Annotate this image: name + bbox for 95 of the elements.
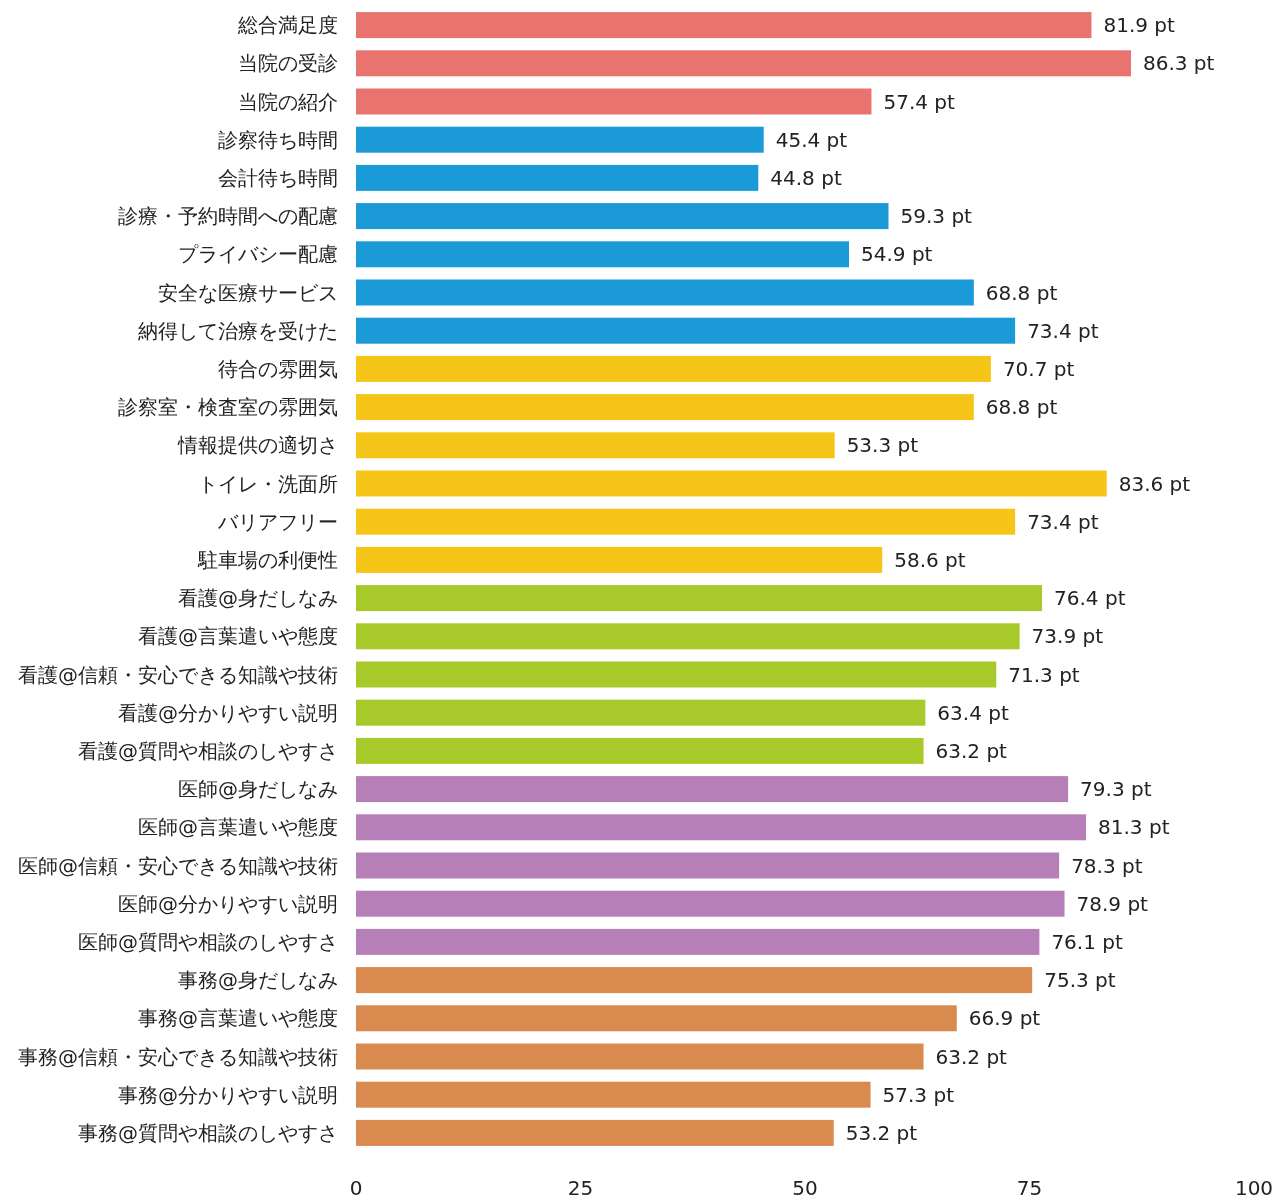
y-tick-label: 医師@信頼・安心できる知識や技術 bbox=[18, 853, 338, 878]
y-tick-label: 医師@質問や相談のしやすさ bbox=[78, 929, 338, 954]
y-tick-label: プライバシー配慮 bbox=[178, 242, 338, 267]
x-tick-label: 0 bbox=[349, 1176, 363, 1200]
data-label: 70.7 pt bbox=[1002, 356, 1075, 381]
bar bbox=[356, 432, 835, 459]
bar bbox=[356, 203, 889, 230]
bar bbox=[356, 623, 1020, 650]
data-label: 78.9 pt bbox=[1076, 891, 1149, 916]
y-tick-label: 医師@言葉遣いや態度 bbox=[138, 815, 338, 840]
data-label: 81.9 pt bbox=[1103, 13, 1176, 38]
data-label: 83.6 pt bbox=[1118, 471, 1191, 496]
data-label: 63.2 pt bbox=[935, 738, 1008, 763]
bar bbox=[356, 585, 1043, 612]
bar bbox=[356, 470, 1107, 497]
bar bbox=[356, 126, 764, 153]
data-label: 81.3 pt bbox=[1098, 815, 1170, 840]
data-label: 73.4 pt bbox=[1027, 318, 1099, 343]
data-label: 68.8 pt bbox=[985, 280, 1058, 305]
data-label: 68.8 pt bbox=[985, 395, 1058, 420]
data-label: 76.4 pt bbox=[1054, 586, 1126, 611]
y-tick-label: 総合満足度 bbox=[237, 13, 338, 38]
bar bbox=[356, 508, 1016, 535]
bar bbox=[356, 50, 1131, 77]
bar bbox=[356, 1043, 924, 1070]
bar bbox=[356, 1081, 871, 1108]
data-label: 57.4 pt bbox=[883, 89, 956, 114]
data-label: 76.1 pt bbox=[1051, 929, 1123, 954]
data-label: 53.2 pt bbox=[845, 1120, 918, 1145]
data-label: 63.2 pt bbox=[935, 1044, 1008, 1069]
y-tick-label: 看護@質問や相談のしやすさ bbox=[78, 738, 338, 763]
data-label: 79.3 pt bbox=[1080, 777, 1152, 802]
bar bbox=[356, 279, 974, 306]
y-tick-label: 看護@言葉遣いや態度 bbox=[138, 624, 338, 649]
data-label: 57.3 pt bbox=[882, 1082, 955, 1107]
bar bbox=[356, 890, 1065, 917]
y-tick-label: 安全な医療サービス bbox=[158, 280, 338, 305]
data-label: 53.3 pt bbox=[846, 433, 919, 458]
data-label: 63.4 pt bbox=[937, 700, 1009, 725]
data-label: 58.6 pt bbox=[894, 547, 966, 572]
bar bbox=[356, 928, 1040, 955]
x-tick-label: 25 bbox=[567, 1176, 594, 1200]
bar bbox=[356, 661, 997, 688]
y-tick-label: 事務@言葉遣いや態度 bbox=[138, 1006, 338, 1031]
bar bbox=[356, 546, 883, 573]
y-tick-label: 医師@身だしなみ bbox=[178, 777, 338, 802]
y-tick-label: 診察室・検査室の雰囲気 bbox=[118, 395, 338, 420]
y-tick-label: バリアフリー bbox=[217, 509, 338, 534]
bar bbox=[356, 1119, 834, 1146]
y-tick-label: 診察待ち時間 bbox=[218, 127, 338, 152]
data-label: 73.9 pt bbox=[1031, 624, 1104, 649]
bar bbox=[356, 967, 1033, 994]
bar bbox=[356, 699, 926, 726]
y-tick-label: 納得して治療を受けた bbox=[138, 318, 338, 343]
bar bbox=[356, 241, 849, 268]
bar bbox=[356, 394, 974, 421]
y-tick-label: 情報提供の適切さ bbox=[177, 433, 338, 458]
bar bbox=[356, 1005, 957, 1032]
x-tick-label: 75 bbox=[1016, 1176, 1043, 1200]
bar bbox=[356, 852, 1060, 879]
y-tick-label: 看護@信頼・安心できる知識や技術 bbox=[18, 662, 338, 687]
bar bbox=[356, 355, 991, 382]
data-label: 59.3 pt bbox=[900, 204, 973, 229]
y-tick-label: 看護@分かりやすい説明 bbox=[118, 700, 338, 725]
bar bbox=[356, 12, 1092, 39]
y-tick-label: 事務@分かりやすい説明 bbox=[118, 1082, 338, 1107]
y-tick-label: 会計待ち時間 bbox=[218, 165, 338, 190]
y-tick-label: 待合の雰囲気 bbox=[218, 356, 338, 381]
y-tick-label: 駐車場の利便性 bbox=[197, 547, 338, 572]
data-label: 54.9 pt bbox=[861, 242, 933, 267]
data-label: 86.3 pt bbox=[1142, 51, 1215, 76]
y-tick-label: 看護@身だしなみ bbox=[178, 586, 338, 611]
data-label: 75.3 pt bbox=[1044, 968, 1116, 993]
data-label: 66.9 pt bbox=[968, 1006, 1041, 1031]
data-label: 45.4 pt bbox=[775, 127, 848, 152]
x-tick-label: 50 bbox=[792, 1176, 818, 1200]
y-tick-label: 事務@身だしなみ bbox=[178, 968, 338, 993]
y-tick-label: 事務@質問や相談のしやすさ bbox=[78, 1120, 338, 1145]
bar bbox=[356, 164, 759, 191]
y-tick-label: 事務@信頼・安心できる知識や技術 bbox=[18, 1044, 338, 1069]
y-tick-label: 医師@分かりやすい説明 bbox=[118, 891, 338, 916]
data-label: 44.8 pt bbox=[770, 165, 842, 190]
y-tick-label: トイレ・洗面所 bbox=[198, 471, 338, 496]
y-tick-label: 診療・予約時間への配慮 bbox=[118, 204, 338, 229]
data-label: 78.3 pt bbox=[1071, 853, 1143, 878]
y-tick-label: 当院の受診 bbox=[238, 51, 338, 76]
bar bbox=[356, 776, 1069, 803]
bar bbox=[356, 814, 1087, 841]
data-label: 73.4 pt bbox=[1027, 509, 1099, 534]
bar bbox=[356, 737, 924, 764]
bar bbox=[356, 88, 872, 115]
bar bbox=[356, 317, 1016, 344]
data-label: 71.3 pt bbox=[1008, 662, 1080, 687]
y-tick-label: 当院の紹介 bbox=[238, 89, 338, 114]
x-tick-label: 100 bbox=[1234, 1176, 1274, 1200]
